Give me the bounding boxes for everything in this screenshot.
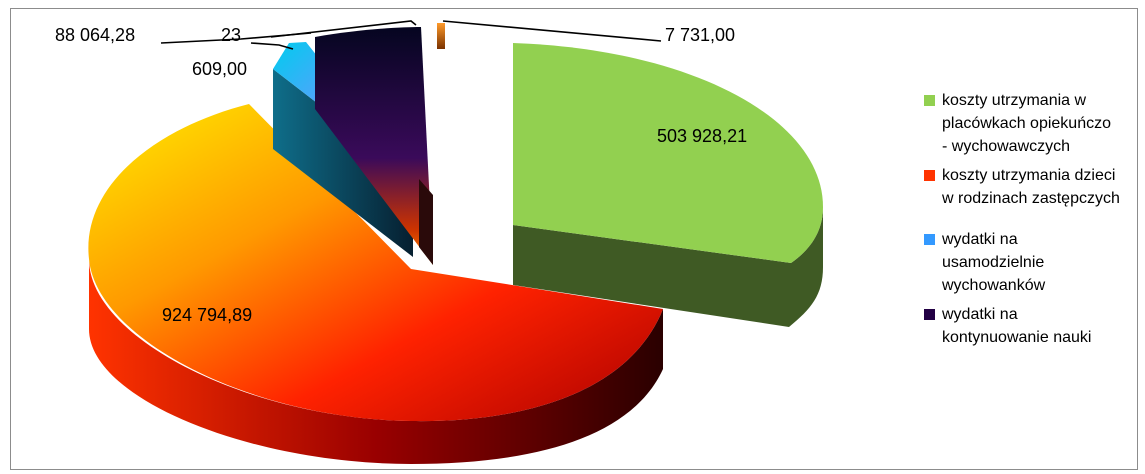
data-label-nauka: 88 064,28 xyxy=(55,25,135,45)
pie-slice-side-rodziny xyxy=(89,259,663,464)
pie-slice-placowki xyxy=(513,43,823,263)
legend-label: w rodzinach zastępczych xyxy=(942,190,1120,207)
pie-slice-nauka xyxy=(315,27,433,265)
pie-slice-side-nauka xyxy=(419,179,433,265)
legend-label: koszty utrzymania w xyxy=(942,92,1087,109)
leader-line-nauka-2 xyxy=(270,20,417,38)
pie-slice-side-placowki xyxy=(513,207,823,327)
legend-label: wydatki na xyxy=(942,306,1018,323)
pie-chart: 88 064,28 23 609,00 7 731,00 503 928,21 … xyxy=(55,20,823,464)
data-label-placowki: 503 928,21 xyxy=(657,126,747,146)
data-label-usamodzielnienie-line1: 23 xyxy=(221,25,241,45)
pie-slice-rodziny xyxy=(88,104,664,422)
legend: koszty utrzymania w placówkach opiekuńczo… xyxy=(922,89,1132,349)
leader-line-usamodzielnienie xyxy=(250,42,294,50)
legend-label: - wychowawczych xyxy=(942,138,1071,155)
legend-label: wydatki na xyxy=(942,231,1018,248)
legend-item: koszty utrzymania dzieci w rodzinach zast… xyxy=(922,164,1132,210)
data-label-usamodzielnienie-line2: 609,00 xyxy=(192,59,247,79)
chart-frame: 88 064,28 23 609,00 7 731,00 503 928,21 … xyxy=(10,8,1138,470)
pie-slice-other xyxy=(437,23,445,49)
leader-line-other xyxy=(442,20,662,42)
legend-swatch xyxy=(924,170,935,181)
legend-item: koszty utrzymania w placówkach opiekuńczo… xyxy=(922,89,1132,158)
legend-label: koszty utrzymania dzieci xyxy=(942,167,1116,184)
legend-swatch xyxy=(924,95,935,106)
legend-label: wychowanków xyxy=(942,277,1046,294)
legend-item: wydatki na kontynuowanie nauki xyxy=(922,303,1132,349)
data-label-other: 7 731,00 xyxy=(665,25,735,45)
legend-swatch xyxy=(924,234,935,245)
legend-swatch xyxy=(924,309,935,320)
data-label-rodziny: 924 794,89 xyxy=(162,305,252,325)
legend-label: usamodzielnie xyxy=(942,254,1045,271)
legend-label: placówkach opiekuńczo xyxy=(942,115,1111,132)
legend-item: wydatki na usamodzielnie wychowanków xyxy=(922,228,1132,297)
legend-label: kontynuowanie nauki xyxy=(942,329,1092,346)
pie-slice-side-usamodzielnienie xyxy=(273,69,413,257)
